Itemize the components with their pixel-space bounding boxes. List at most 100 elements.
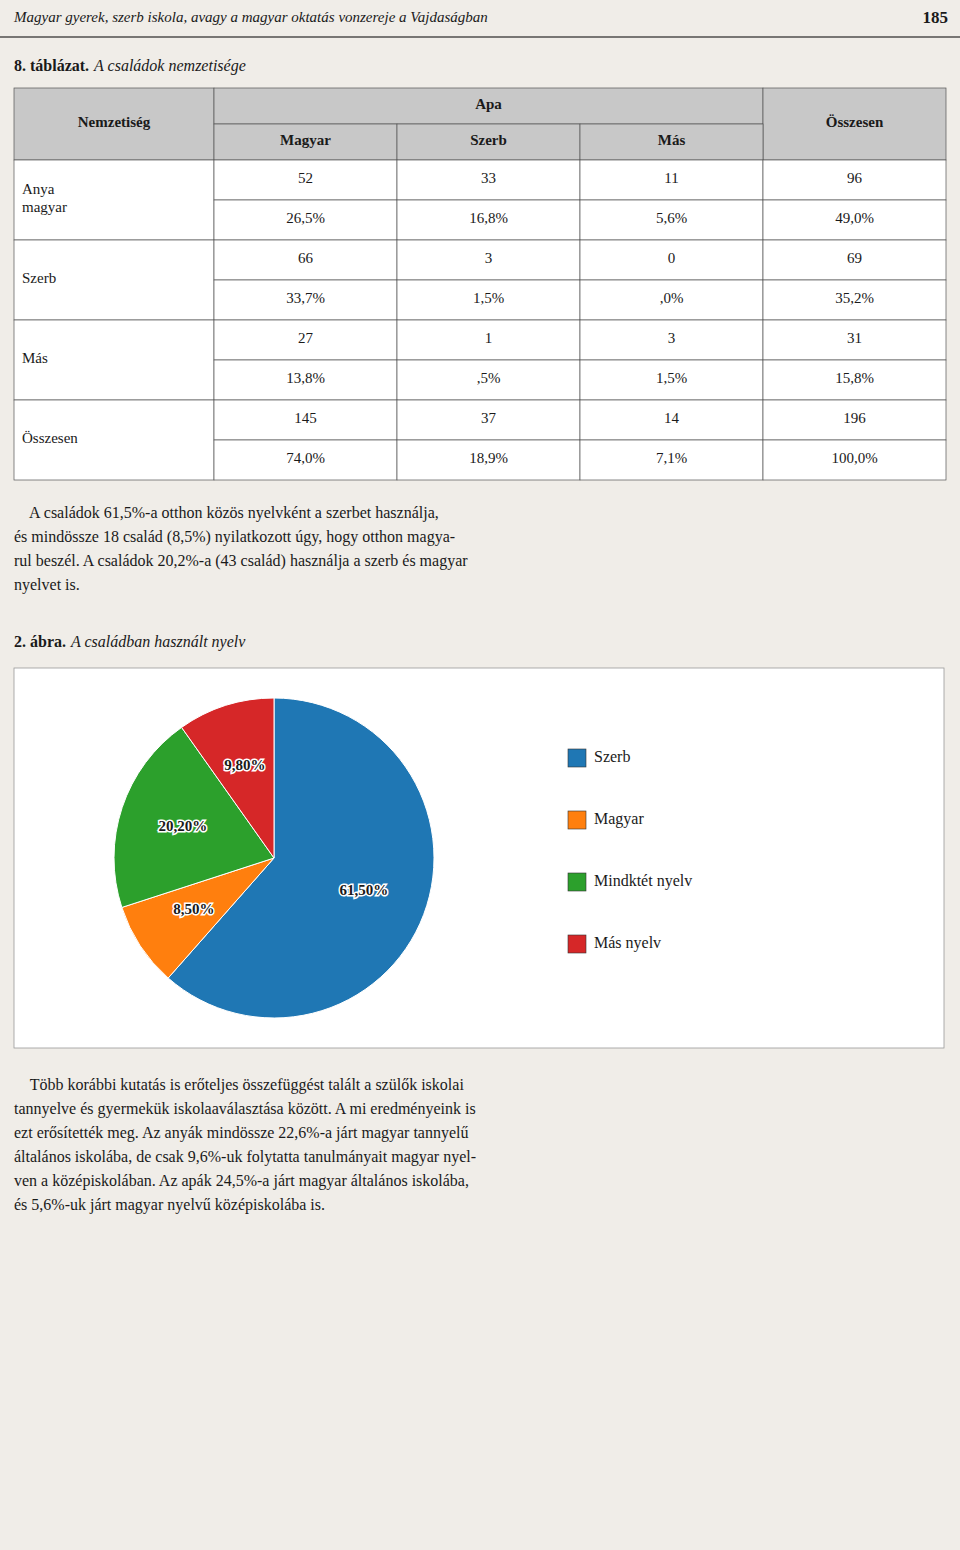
legend-entry: Szerb: [594, 748, 630, 765]
table-text: 5,6%: [656, 210, 687, 226]
table-cell: [214, 400, 397, 440]
table-cell: [14, 320, 214, 400]
table-text: Összesen: [826, 114, 884, 130]
table-cell: [214, 440, 397, 480]
table-caption-bold: 8. táblázat.: [14, 57, 89, 74]
data-label: 20,20%: [159, 818, 208, 834]
chart-title-italic: A családban használt nyelv: [70, 633, 246, 651]
table-cell: [397, 360, 580, 400]
table-cell: [14, 240, 214, 320]
table-cell: [214, 360, 397, 400]
table-cell: [580, 240, 763, 280]
table-cell: [763, 280, 946, 320]
paragraph-line: rul beszél. A családok 20,2%-a (43 csalá…: [14, 552, 468, 570]
paragraph-line: általános iskolába, de csak 9,6%-uk foly…: [14, 1148, 476, 1166]
table-text: 96: [847, 170, 863, 186]
table-cell: [580, 440, 763, 480]
table-cell: [397, 320, 580, 360]
table-text: 26,5%: [286, 210, 325, 226]
chart-title-bold: 2. ábra.: [14, 633, 66, 650]
paragraph-line: nyelvet is.: [14, 576, 80, 594]
table-text: Más: [658, 132, 686, 148]
page: Magyar gyerek, szerb iskola, avagy a mag…: [0, 0, 960, 1550]
table-text: Más: [22, 350, 48, 366]
table-text: 35,2%: [835, 290, 874, 306]
table-caption-italic: A családok nemzetisége: [93, 57, 246, 75]
table-text: ,0%: [660, 290, 684, 306]
table-text: 74,0%: [286, 450, 325, 466]
table-text: 13,8%: [286, 370, 325, 386]
legend: Szerb Magyar Mindktét nyelv Más nyelv: [568, 748, 692, 953]
table-text: 27: [298, 330, 314, 346]
table-text: Magyar: [280, 132, 331, 148]
table-text: 7,1%: [656, 450, 687, 466]
table-text: 1,5%: [473, 290, 504, 306]
table-cell: [763, 160, 946, 200]
legend-entry: Magyar: [594, 810, 644, 828]
background: [0, 0, 960, 1550]
table-cell: [214, 124, 397, 160]
paragraph-line: ezt erősítették meg. Az anyák mindössze …: [14, 1124, 469, 1142]
table-text: 3: [668, 330, 676, 346]
table-cell: [397, 280, 580, 320]
table-cell: [14, 88, 214, 160]
chart-frame: [14, 668, 944, 1048]
table-cell: [763, 400, 946, 440]
table-text: 33: [481, 170, 496, 186]
table-cell: [14, 400, 214, 480]
table-cell: [763, 240, 946, 280]
table-cell: [580, 320, 763, 360]
table-text: 49,0%: [835, 210, 874, 226]
table-text: 1: [485, 330, 493, 346]
legend-swatch: [568, 811, 586, 829]
table-text: 196: [843, 410, 866, 426]
table-text: 31: [847, 330, 862, 346]
legend-entry: Mindktét nyelv: [594, 872, 692, 890]
table-cell: [214, 320, 397, 360]
table-cell: [763, 88, 946, 160]
table-text: ,5%: [477, 370, 501, 386]
table-text: 0: [668, 250, 676, 266]
table-text: Szerb: [470, 132, 507, 148]
table-cell: [763, 360, 946, 400]
table-cell: [580, 124, 763, 160]
table-text: 1,5%: [656, 370, 687, 386]
table-text: 33,7%: [286, 290, 325, 306]
table-text: 3: [485, 250, 493, 266]
data-label: 61,50%: [339, 882, 388, 898]
table-text: Összesen: [22, 430, 78, 446]
table-text: Szerb: [22, 270, 56, 286]
table-cell: [763, 320, 946, 360]
header-rule: [0, 36, 960, 37]
table-cell: [580, 400, 763, 440]
table-cell: [214, 240, 397, 280]
table-cell: [214, 88, 763, 124]
page-header: Magyar gyerek, szerb iskola, avagy a mag…: [13, 9, 488, 25]
paragraph-line: tannyelve és gyermekük iskolaaválasztása…: [14, 1100, 476, 1118]
table-text: Nemzetiség: [78, 114, 151, 130]
table-cell: [763, 440, 946, 480]
table-text: 100,0%: [831, 450, 877, 466]
table-cell: [397, 124, 580, 160]
table: NemzetiségApaÖsszesenMagyarSzerbMásAnyam…: [14, 88, 946, 480]
table-cell: [397, 240, 580, 280]
data-labels: 61,50% 8,50% 20,20% 9,80%: [159, 757, 389, 917]
table-cell: [580, 200, 763, 240]
table-text: 66: [298, 250, 314, 266]
pie: [114, 698, 434, 1018]
table-cell: [580, 160, 763, 200]
table-cell: [397, 440, 580, 480]
legend-entry: Más nyelv: [594, 934, 661, 952]
table-cell: [580, 360, 763, 400]
table-cell: [14, 160, 214, 240]
table-text: 52: [298, 170, 313, 186]
paragraph-line: A családok 61,5%-a otthon közös nyelvkén…: [14, 504, 439, 522]
table-text: Apa: [475, 96, 502, 112]
paragraph-line: ven a középiskolában. Az apák 24,5%-a já…: [14, 1172, 469, 1190]
table-cell: [763, 200, 946, 240]
paragraph-line: és 5,6%-uk járt magyar nyelvű középiskol…: [14, 1196, 325, 1214]
table-cell: [397, 400, 580, 440]
data-label: 8,50%: [173, 901, 214, 917]
data-label: 9,80%: [224, 757, 265, 773]
table-text: 37: [481, 410, 497, 426]
